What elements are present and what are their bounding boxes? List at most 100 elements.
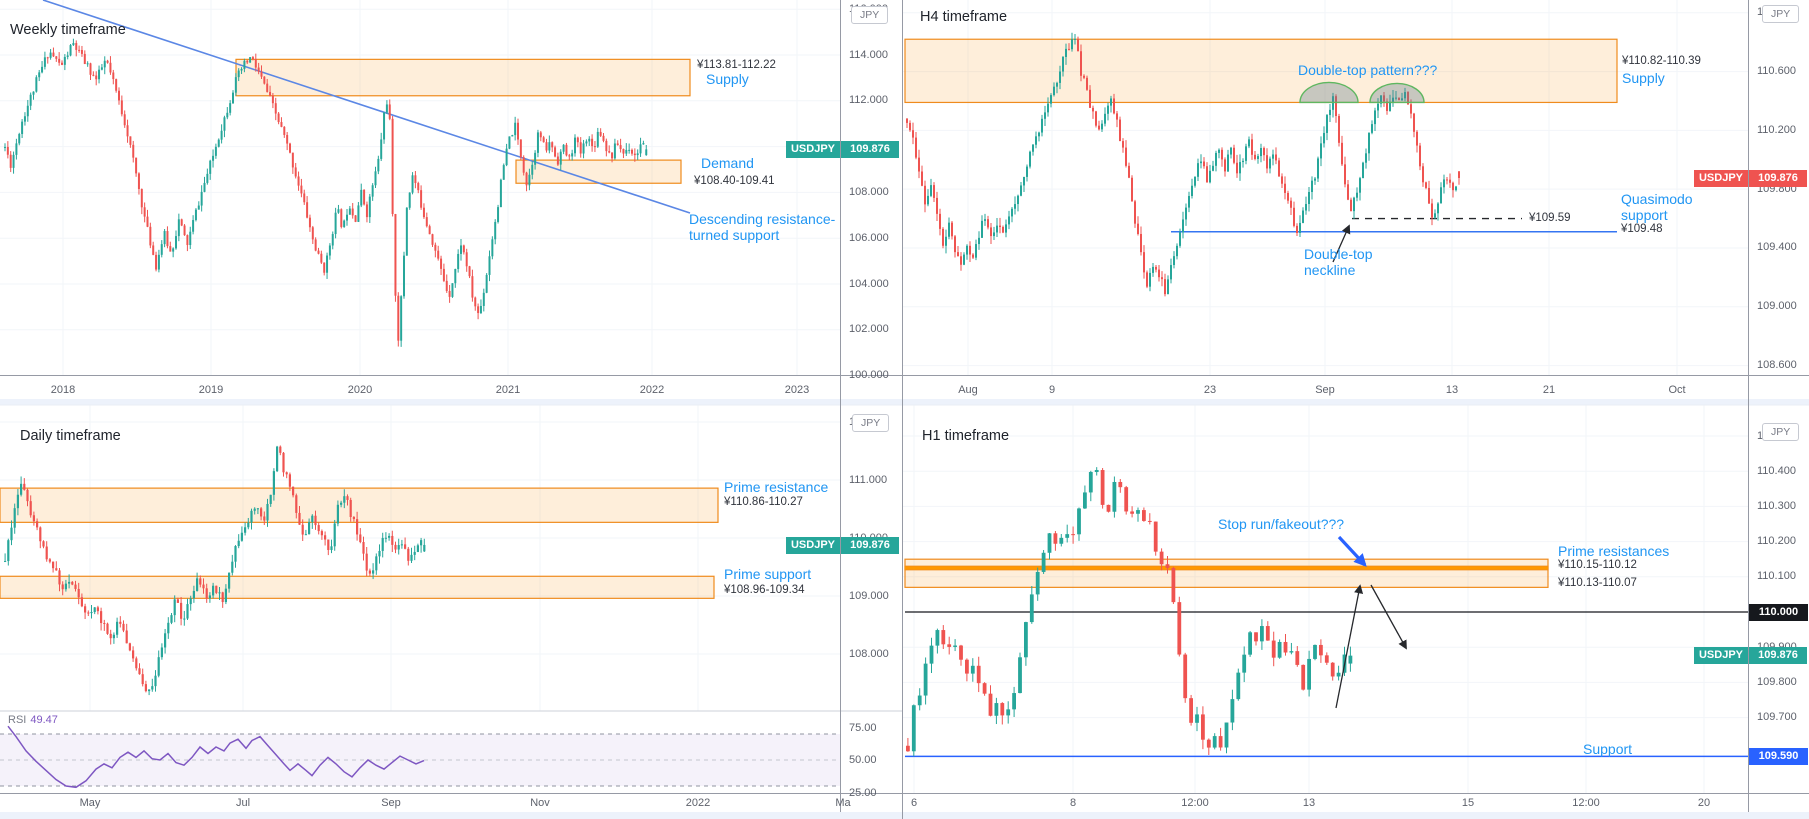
h1-time-tick: 15 bbox=[1461, 797, 1475, 809]
annotation-h1[interactable]: Support bbox=[1583, 741, 1633, 757]
weekly-time-tick: 2019 bbox=[198, 384, 224, 396]
panel-daily bbox=[0, 405, 902, 789]
daily-time-tick: Jul bbox=[235, 797, 251, 809]
currency-toggle-weekly[interactable]: JPY bbox=[851, 6, 889, 24]
level-tag-support: 109.590 bbox=[1749, 748, 1808, 765]
symbol-label: USDJPY bbox=[1694, 170, 1748, 187]
annotation-h4[interactable]: Quasimodo support bbox=[1621, 191, 1693, 223]
weekly-price-tick: 100.000 bbox=[849, 369, 889, 382]
double-top-arc[interactable] bbox=[1369, 82, 1425, 104]
h1-time-tick: 6 bbox=[910, 797, 918, 809]
annotation-weekly[interactable]: ¥108.40-109.41 bbox=[694, 175, 775, 187]
weekly-time-tick: 2022 bbox=[639, 384, 665, 396]
h1-time-tick: 13 bbox=[1302, 797, 1316, 809]
price-tag-daily: USDJPY 109.876 bbox=[786, 537, 899, 554]
h1-price-tick: 110.400 bbox=[1757, 464, 1796, 477]
annotation-weekly[interactable]: ¥113.81-112.22 bbox=[697, 59, 776, 71]
annotation-h4[interactable]: ¥110.82-110.39 bbox=[1622, 55, 1701, 67]
weekly-time-tick: 2020 bbox=[347, 384, 373, 396]
annotation-h1[interactable]: ¥110.15-110.12 bbox=[1558, 559, 1637, 571]
daily-rsi-tick: 75.00 bbox=[849, 721, 877, 734]
h1-time-tick: 8 bbox=[1069, 797, 1077, 809]
currency-toggle-h1[interactable]: JPY bbox=[1762, 423, 1800, 441]
double-top-arc[interactable] bbox=[1299, 81, 1359, 104]
annotation-weekly[interactable]: Demand bbox=[701, 155, 754, 171]
annotation-h1[interactable]: Stop run/fakeout??? bbox=[1218, 516, 1345, 532]
annotation-h4[interactable]: Double-top neckline bbox=[1304, 246, 1373, 278]
annotation-weekly[interactable]: Supply bbox=[706, 71, 749, 87]
h1-price-tick: 110.300 bbox=[1757, 499, 1796, 512]
daily-time-tick: May bbox=[79, 797, 101, 809]
zone-box[interactable] bbox=[235, 58, 691, 97]
candlestick-series bbox=[906, 32, 1460, 297]
weekly-time-tick: 2023 bbox=[784, 384, 810, 396]
annotation-daily[interactable]: ¥110.86-110.27 bbox=[724, 496, 803, 508]
panel-title-h4[interactable]: H4 timeframe bbox=[920, 9, 1008, 25]
zone-box[interactable] bbox=[0, 575, 715, 599]
last-price: 109.876 bbox=[841, 141, 899, 158]
daily-price-tick: 109.000 bbox=[849, 589, 889, 602]
rsi-value: 49.47 bbox=[30, 714, 58, 726]
daily-rsi-tick: 50.00 bbox=[849, 754, 877, 766]
panel-title-h1[interactable]: H1 timeframe bbox=[922, 428, 1010, 444]
level-tag-110: 110.000 bbox=[1749, 604, 1808, 621]
last-price: 109.876 bbox=[1749, 647, 1807, 664]
rsi-indicator-label[interactable]: RSI 49.47 bbox=[8, 714, 58, 726]
h4-time-tick: 13 bbox=[1445, 384, 1459, 396]
weekly-time-tick: 2018 bbox=[50, 384, 76, 396]
zone-box[interactable] bbox=[904, 565, 1549, 588]
symbol-label: USDJPY bbox=[786, 141, 840, 158]
h1-time-tick: 20 bbox=[1697, 797, 1711, 809]
weekly-price-tick: 108.000 bbox=[849, 185, 889, 198]
trendline[interactable] bbox=[42, 0, 691, 214]
annotation-weekly[interactable]: Descending resistance- turned support bbox=[689, 211, 836, 243]
h4-price-tick: 108.600 bbox=[1757, 359, 1797, 372]
weekly-price-tick: 106.000 bbox=[849, 231, 889, 244]
daily-time-tick: Nov bbox=[530, 797, 550, 809]
symbol-label: USDJPY bbox=[1694, 647, 1748, 664]
annotation-h4[interactable]: Double-top pattern??? bbox=[1298, 62, 1438, 78]
panel-title-weekly[interactable]: Weekly timeframe bbox=[10, 22, 126, 38]
h1-price-tick: 110.200 bbox=[1757, 535, 1796, 548]
zone-box[interactable] bbox=[904, 558, 1549, 571]
annotation-arrow[interactable] bbox=[1337, 535, 1367, 567]
annotation-h4[interactable]: ¥109.48 bbox=[1621, 223, 1663, 235]
panel-h1 bbox=[903, 405, 1748, 793]
h4-price-tick: 109.400 bbox=[1757, 241, 1797, 254]
h4-time-tick: 21 bbox=[1542, 384, 1556, 396]
h4-time-tick: Oct bbox=[1668, 384, 1686, 396]
annotation-arrow[interactable] bbox=[1332, 224, 1351, 263]
annotation-daily[interactable]: Prime resistance bbox=[724, 479, 829, 495]
zone-box[interactable] bbox=[904, 38, 1618, 104]
h4-price-tick: 110.200 bbox=[1757, 123, 1796, 136]
annotation-h1[interactable]: ¥110.13-110.07 bbox=[1558, 577, 1637, 589]
h1-time-tick: 12:00 bbox=[1572, 797, 1600, 809]
price-tag-h4: USDJPY 109.876 bbox=[1694, 170, 1807, 187]
last-price: 109.876 bbox=[1749, 170, 1807, 187]
daily-rsi-tick: 25.00 bbox=[849, 786, 877, 799]
candlestick-series bbox=[906, 467, 1353, 757]
h4-price-tick: 110.600 bbox=[1757, 65, 1796, 78]
h1-time-tick: 12:00 bbox=[1181, 797, 1209, 809]
price-tag-h1: USDJPY 109.876 bbox=[1694, 647, 1807, 664]
rsi-name: RSI bbox=[8, 714, 27, 726]
zone-box[interactable] bbox=[0, 487, 719, 523]
currency-toggle-h4[interactable]: JPY bbox=[1762, 5, 1800, 23]
annotation-arrow[interactable] bbox=[1370, 584, 1407, 650]
currency-toggle-daily[interactable]: JPY bbox=[852, 414, 890, 432]
annotation-h4[interactable]: ¥109.59 bbox=[1529, 212, 1571, 224]
daily-price-tick: 111.000 bbox=[849, 473, 888, 486]
annotation-h1[interactable]: Prime resistances bbox=[1558, 543, 1670, 559]
h4-time-tick: 9 bbox=[1048, 384, 1056, 396]
symbol-label: USDJPY bbox=[786, 537, 840, 554]
panel-title-daily[interactable]: Daily timeframe bbox=[20, 428, 121, 444]
annotation-daily[interactable]: Prime support bbox=[724, 566, 812, 582]
annotation-arrow[interactable] bbox=[1335, 584, 1364, 709]
annotation-h4[interactable]: Supply bbox=[1622, 70, 1665, 86]
candlestick-series bbox=[4, 38, 648, 347]
h4-time-tick: Sep bbox=[1315, 384, 1335, 396]
annotation-daily[interactable]: ¥108.96-109.34 bbox=[724, 584, 805, 596]
daily-time-tick: Sep bbox=[381, 797, 401, 809]
